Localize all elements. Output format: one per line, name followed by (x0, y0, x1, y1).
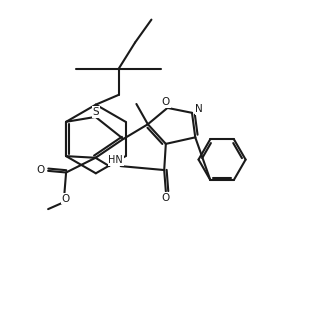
Text: N: N (195, 104, 203, 114)
Text: O: O (161, 193, 169, 203)
Text: O: O (162, 97, 170, 107)
Text: O: O (37, 165, 45, 175)
Text: O: O (61, 194, 69, 204)
Text: S: S (93, 107, 99, 117)
Text: HN: HN (109, 155, 123, 165)
